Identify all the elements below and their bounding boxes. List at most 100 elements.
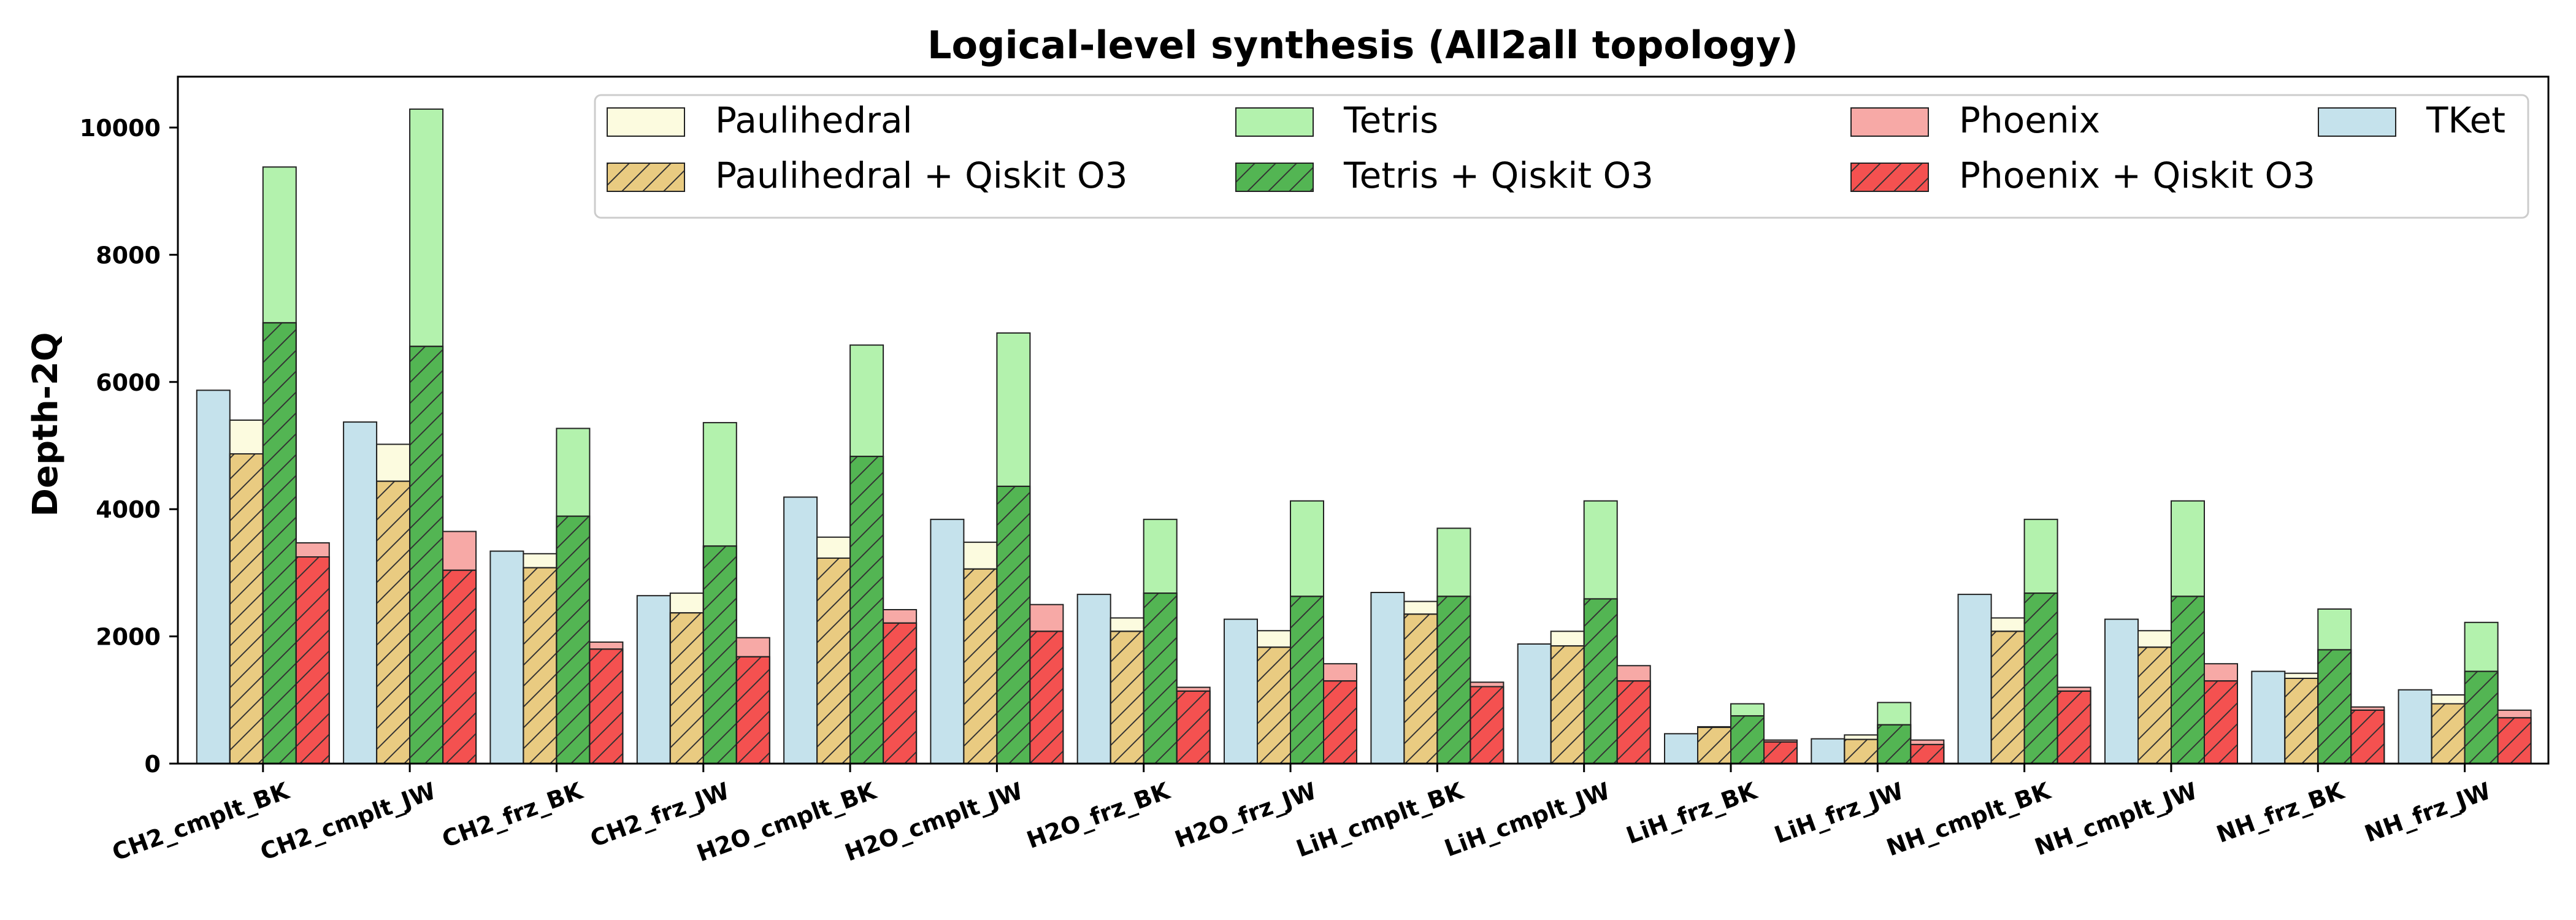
y-tick-label: 6000 xyxy=(96,369,161,396)
bar-tket-nh-cmplt-jw xyxy=(2104,618,2139,764)
legend-swatch-phoenix xyxy=(1850,107,1929,137)
bar-tket-ch2-frz-jw xyxy=(636,595,671,764)
legend-swatch-hatch-paulihedral-qiskit-o3 xyxy=(607,163,685,192)
bar-hatch-phoenix-qiskit-o3-lih-cmplt-jw xyxy=(1616,680,1651,764)
bars-layer xyxy=(196,108,2532,765)
bar-hatch-tetris-qiskit-o3-h2o-cmplt-bk xyxy=(849,456,884,764)
y-tick-label: 0 xyxy=(145,751,161,778)
bar-tket-lih-frz-bk xyxy=(1664,733,1698,765)
bar-hatch-paulihedral-qiskit-o3-ch2-cmplt-jw xyxy=(376,480,411,764)
legend-label-paulihedral-qiskit-o3: Paulihedral + Qiskit O3 xyxy=(715,155,1128,196)
bar-tket-h2o-cmplt-jw xyxy=(930,518,965,764)
bar-tket-nh-frz-bk xyxy=(2251,670,2286,764)
bar-hatch-tetris-qiskit-o3-lih-frz-jw xyxy=(1877,724,1912,764)
legend-box xyxy=(594,94,2529,219)
bar-hatch-tetris-qiskit-o3-ch2-cmplt-bk xyxy=(262,322,297,764)
bar-hatch-paulihedral-qiskit-o3-nh-frz-jw xyxy=(2431,703,2466,764)
bar-hatch-paulihedral-qiskit-o3-h2o-frz-bk xyxy=(1110,631,1144,765)
bar-hatch-tetris-qiskit-o3-nh-cmplt-jw xyxy=(2171,596,2205,764)
bar-hatch-paulihedral-qiskit-o3-ch2-frz-jw xyxy=(669,612,704,765)
bar-hatch-phoenix-qiskit-o3-ch2-cmplt-jw xyxy=(442,569,477,764)
legend-swatch-hatch-phoenix-qiskit-o3 xyxy=(1850,163,1929,192)
y-tick-label: 8000 xyxy=(96,242,161,269)
y-tick-label: 2000 xyxy=(96,624,161,651)
bar-tket-ch2-cmplt-bk xyxy=(196,389,231,764)
bar-tket-ch2-frz-bk xyxy=(489,550,524,764)
legend-swatch-hatch-tetris-qiskit-o3 xyxy=(1235,163,1314,192)
bar-hatch-paulihedral-qiskit-o3-lih-cmplt-bk xyxy=(1403,613,1438,764)
bar-tket-nh-cmplt-bk xyxy=(1957,594,1992,764)
x-tick-label: NH_frz_BK xyxy=(2213,777,2348,848)
x-tick-label: NH_cmplt_JW xyxy=(2031,777,2201,861)
bar-tket-ch2-cmplt-jw xyxy=(343,421,378,764)
bar-tket-nh-frz-jw xyxy=(2398,689,2432,764)
bar-hatch-phoenix-qiskit-o3-ch2-frz-jw xyxy=(735,656,770,765)
x-tick-label: H2O_frz_BK xyxy=(1023,777,1174,854)
legend-swatch-tket xyxy=(2318,107,2396,137)
y-axis-label: Depth-2Q xyxy=(26,332,66,517)
chart-title: Logical-level synthesis (All2all topolog… xyxy=(927,23,1798,67)
bar-hatch-phoenix-qiskit-o3-h2o-cmplt-jw xyxy=(1029,631,1064,765)
bar-hatch-tetris-qiskit-o3-ch2-cmplt-jw xyxy=(409,345,444,764)
bar-hatch-phoenix-qiskit-o3-ch2-frz-bk xyxy=(589,648,624,765)
bar-hatch-tetris-qiskit-o3-h2o-frz-bk xyxy=(1143,592,1178,764)
x-tick-label: LiH_cmplt_BK xyxy=(1293,777,1468,863)
bar-hatch-phoenix-qiskit-o3-h2o-frz-bk xyxy=(1176,690,1211,765)
bar-tket-h2o-frz-bk xyxy=(1076,594,1111,764)
bar-hatch-paulihedral-qiskit-o3-nh-cmplt-bk xyxy=(1990,631,2025,765)
bar-hatch-paulihedral-qiskit-o3-h2o-cmplt-bk xyxy=(816,558,851,764)
bar-tket-lih-cmplt-bk xyxy=(1370,592,1405,764)
x-tick-label: LiH_frz_BK xyxy=(1623,777,1761,849)
bar-hatch-tetris-qiskit-o3-h2o-cmplt-jw xyxy=(996,485,1031,765)
bar-hatch-paulihedral-qiskit-o3-lih-frz-jw xyxy=(1844,738,1879,764)
bar-hatch-tetris-qiskit-o3-nh-frz-bk xyxy=(2317,649,2352,765)
x-tick-label: CH2_frz_BK xyxy=(439,777,587,853)
x-tick-label: LiH_cmplt_JW xyxy=(1441,777,1614,862)
bar-hatch-paulihedral-qiskit-o3-ch2-cmplt-bk xyxy=(229,453,264,764)
bar-hatch-tetris-qiskit-o3-lih-cmplt-jw xyxy=(1583,598,1618,765)
bar-hatch-phoenix-qiskit-o3-nh-frz-jw xyxy=(2497,717,2532,765)
bar-hatch-paulihedral-qiskit-o3-ch2-frz-bk xyxy=(523,567,558,764)
bar-hatch-phoenix-qiskit-o3-h2o-cmplt-bk xyxy=(883,622,918,764)
bar-hatch-phoenix-qiskit-o3-lih-frz-bk xyxy=(1763,741,1798,764)
bar-hatch-tetris-qiskit-o3-ch2-frz-bk xyxy=(556,515,591,764)
bar-hatch-paulihedral-qiskit-o3-lih-frz-bk xyxy=(1697,726,1731,765)
bar-hatch-tetris-qiskit-o3-lih-cmplt-bk xyxy=(1436,596,1471,764)
bar-hatch-paulihedral-qiskit-o3-h2o-frz-jw xyxy=(1257,646,1291,764)
bar-tket-h2o-cmplt-bk xyxy=(783,496,818,764)
bar-tket-h2o-frz-jw xyxy=(1224,618,1258,764)
legend: Paulihedral Paulihedral + Qiskit O3 Tetris… xyxy=(594,94,2529,219)
legend-label-paulihedral: Paulihedral xyxy=(715,99,913,141)
bar-hatch-phoenix-qiskit-o3-nh-cmplt-jw xyxy=(2204,680,2238,764)
y-tick-label: 10000 xyxy=(80,115,161,142)
x-tick-label: NH_cmplt_BK xyxy=(1883,777,2055,862)
bar-hatch-paulihedral-qiskit-o3-h2o-cmplt-jw xyxy=(963,568,998,764)
bar-tket-lih-frz-jw xyxy=(1811,738,1846,764)
bar-hatch-tetris-qiskit-o3-h2o-frz-jw xyxy=(1290,596,1324,764)
bar-hatch-phoenix-qiskit-o3-lih-cmplt-bk xyxy=(1470,686,1505,764)
legend-label-tetris: Tetris xyxy=(1343,99,1438,141)
bar-tket-lih-cmplt-jw xyxy=(1517,643,1552,764)
bar-hatch-phoenix-qiskit-o3-lih-frz-jw xyxy=(1910,743,1945,765)
plot-frame xyxy=(177,75,2550,765)
bar-hatch-tetris-qiskit-o3-ch2-frz-jw xyxy=(702,545,737,764)
bar-hatch-paulihedral-qiskit-o3-lih-cmplt-jw xyxy=(1550,645,1585,764)
bar-hatch-tetris-qiskit-o3-lih-frz-bk xyxy=(1730,715,1765,764)
legend-label-tket: TKet xyxy=(2426,99,2505,141)
y-tick-label: 4000 xyxy=(96,496,161,523)
legend-label-phoenix: Phoenix xyxy=(1959,99,2100,141)
bar-hatch-tetris-qiskit-o3-nh-frz-jw xyxy=(2464,670,2499,764)
bar-hatch-paulihedral-qiskit-o3-nh-frz-bk xyxy=(2284,678,2319,764)
legend-swatch-paulihedral xyxy=(607,107,685,137)
bar-hatch-tetris-qiskit-o3-nh-cmplt-bk xyxy=(2023,592,2058,764)
y-axis: 0 2000 4000 6000 8000 10000 xyxy=(80,115,178,778)
legend-label-phoenix-qiskit-o3: Phoenix + Qiskit O3 xyxy=(1959,155,2315,196)
bar-hatch-phoenix-qiskit-o3-h2o-frz-jw xyxy=(1323,680,1357,764)
bar-hatch-phoenix-qiskit-o3-ch2-cmplt-bk xyxy=(295,556,330,764)
x-tick-label: NH_frz_JW xyxy=(2361,777,2494,848)
legend-swatch-tetris xyxy=(1235,107,1314,137)
legend-label-tetris-qiskit-o3: Tetris + Qiskit O3 xyxy=(1343,155,1654,196)
bar-hatch-phoenix-qiskit-o3-nh-cmplt-bk xyxy=(2057,690,2091,765)
